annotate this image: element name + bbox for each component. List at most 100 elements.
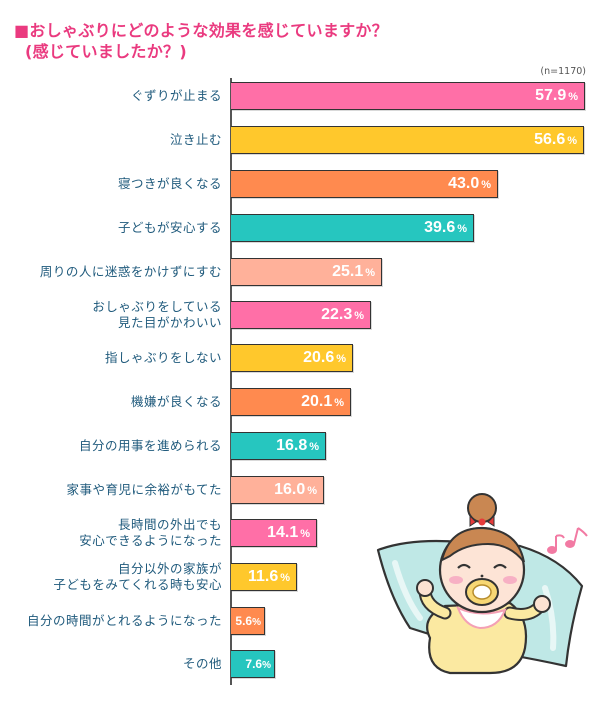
bar-row: 機嫌が良くなる 20.1% — [0, 388, 600, 416]
bar-row: その他 7.6% — [0, 650, 600, 678]
bar-label: その他 — [183, 650, 222, 678]
bar-label: 長時間の外出でも 安心できるようになった — [79, 517, 222, 548]
percent-sign: % — [354, 310, 364, 322]
bar-value: 11.6% — [248, 564, 290, 591]
bar-row: おしゃぶりをしている 見た目がかわいい 22.3% — [0, 299, 600, 330]
bar-label-line2: 安心できるようになった — [79, 533, 222, 548]
bar: 16.8% — [231, 432, 326, 460]
bar-label: 子どもが安心する — [118, 214, 222, 242]
bar-label-line1: 周りの人に迷惑をかけずにすむ — [39, 264, 222, 279]
percent-sign: % — [307, 485, 317, 497]
bar-value-number: 7.6 — [245, 657, 263, 671]
chart-title-line2: (感じていましたか？) — [25, 42, 187, 61]
percent-sign: % — [280, 572, 290, 584]
bar-row: 指しゃぶりをしない 20.6% — [0, 344, 600, 372]
bar-value: 7.6% — [245, 651, 271, 679]
bar-value: 16.0% — [274, 477, 317, 504]
bar-row: 周りの人に迷惑をかけずにすむ 25.1% — [0, 258, 600, 286]
bar-value-number: 25.1 — [332, 263, 364, 280]
percent-sign: % — [365, 267, 375, 279]
bar-label-line1: その他 — [182, 656, 222, 671]
bar-label: ぐずりが止まる — [131, 82, 222, 110]
bar-row: 自分の時間がとれるようになった 5.6% — [0, 607, 600, 635]
bar-value: 56.6% — [534, 127, 577, 154]
bar-row: 家事や育児に余裕がもてた 16.0% — [0, 476, 600, 504]
bar-value-number: 20.1 — [301, 393, 333, 410]
percent-sign: % — [481, 179, 491, 191]
bar-value-number: 5.6 — [235, 614, 253, 628]
bar-value-number: 56.6 — [534, 131, 566, 148]
bar-label-line1: 長時間の外出でも — [117, 517, 222, 532]
bar: 5.6% — [231, 607, 265, 635]
bar-label-line2: 見た目がかわいい — [117, 315, 222, 330]
bar-value-number: 43.0 — [448, 175, 480, 192]
bar-value: 25.1% — [332, 259, 375, 286]
y-axis-line — [230, 78, 232, 685]
bar-row: 自分の用事を進められる 16.8% — [0, 432, 600, 460]
bar-label-line1: 寝つきが良くなる — [117, 176, 222, 191]
bar-value: 39.6% — [424, 215, 467, 242]
bar-label-line1: 自分の用事を進められる — [78, 438, 222, 453]
bar-row: 子どもが安心する 39.6% — [0, 214, 600, 242]
bar-label: 自分以外の家族が 子どもをみてくれる時も安心 — [53, 561, 222, 592]
bar-value: 14.1% — [267, 520, 310, 547]
bar-label: 指しゃぶりをしない — [105, 344, 222, 372]
bar-label: 自分の用事を進められる — [79, 432, 222, 460]
percent-sign: % — [334, 397, 344, 409]
bar-value-number: 39.6 — [424, 219, 456, 236]
bar-value: 20.1% — [301, 389, 344, 416]
bar: 56.6% — [231, 126, 584, 154]
bar-label-line1: 泣き止む — [169, 132, 222, 147]
bar-value: 20.6% — [303, 345, 346, 372]
bar-value-number: 57.9 — [535, 87, 567, 104]
bar-label-line1: おしゃぶりをしている — [92, 299, 222, 314]
bar: 43.0% — [231, 170, 498, 198]
bar-label-line2: 子どもをみてくれる時も安心 — [53, 577, 222, 592]
bar-label: 寝つきが良くなる — [118, 170, 222, 198]
percent-sign: % — [336, 353, 346, 365]
bar-row: 自分以外の家族が 子どもをみてくれる時も安心 11.6% — [0, 561, 600, 592]
bar: 11.6% — [231, 563, 297, 591]
bar-label: 泣き止む — [170, 126, 222, 154]
bar-value-number: 11.6 — [247, 568, 279, 585]
percent-sign: % — [252, 617, 261, 628]
baby-with-pacifier-icon — [376, 493, 588, 675]
percent-sign: % — [262, 660, 271, 671]
bar: 14.1% — [231, 519, 317, 547]
bar: 16.0% — [231, 476, 324, 504]
bar-label-line1: ぐずりが止まる — [130, 88, 222, 103]
bar: 20.1% — [231, 388, 351, 416]
bar: 25.1% — [231, 258, 382, 286]
bar-label: おしゃぶりをしている 見た目がかわいい — [92, 299, 222, 330]
bar-value: 57.9% — [535, 83, 578, 110]
bar-label-line1: 機嫌が良くなる — [130, 394, 222, 409]
bar-value-number: 20.6 — [303, 349, 335, 366]
bar-label: 家事や育児に余裕がもてた — [66, 476, 222, 504]
bar-value: 43.0% — [448, 171, 491, 198]
bar-value: 16.8% — [276, 433, 319, 460]
bar-label: 周りの人に迷惑をかけずにすむ — [40, 258, 222, 286]
bar-value-number: 14.1 — [267, 524, 299, 541]
bar-value: 22.3% — [321, 302, 364, 329]
percent-sign: % — [300, 528, 310, 540]
bar-label: 自分の時間がとれるようになった — [27, 607, 222, 635]
bar-label-line1: 家事や育児に余裕がもてた — [66, 482, 222, 497]
chart-title: ■おしゃぶりにどのような効果を感じていますか？ (感じていましたか？) — [14, 20, 388, 62]
bar: 22.3% — [231, 301, 371, 329]
bar-row: 泣き止む 56.6% — [0, 126, 600, 154]
sample-size: (n=1170) — [540, 66, 586, 77]
bar-label-line1: 自分の時間がとれるようになった — [26, 613, 222, 628]
bar-value: 5.6% — [235, 608, 261, 636]
bar-row: ぐずりが止まる 57.9% — [0, 82, 600, 110]
chart-title-line1: ■おしゃぶりにどのような効果を感じていますか？ — [14, 21, 389, 40]
bar: 57.9% — [231, 82, 585, 110]
bar: 7.6% — [231, 650, 275, 678]
bar-row: 長時間の外出でも 安心できるようになった 14.1% — [0, 517, 600, 548]
bar: 39.6% — [231, 214, 474, 242]
bar-label-line1: 子どもが安心する — [117, 220, 222, 235]
bar-label: 機嫌が良くなる — [131, 388, 222, 416]
bar-value-number: 16.8 — [276, 437, 308, 454]
percent-sign: % — [309, 441, 319, 453]
bar-label-line1: 自分以外の家族が — [117, 561, 222, 576]
bar: 20.6% — [231, 344, 353, 372]
